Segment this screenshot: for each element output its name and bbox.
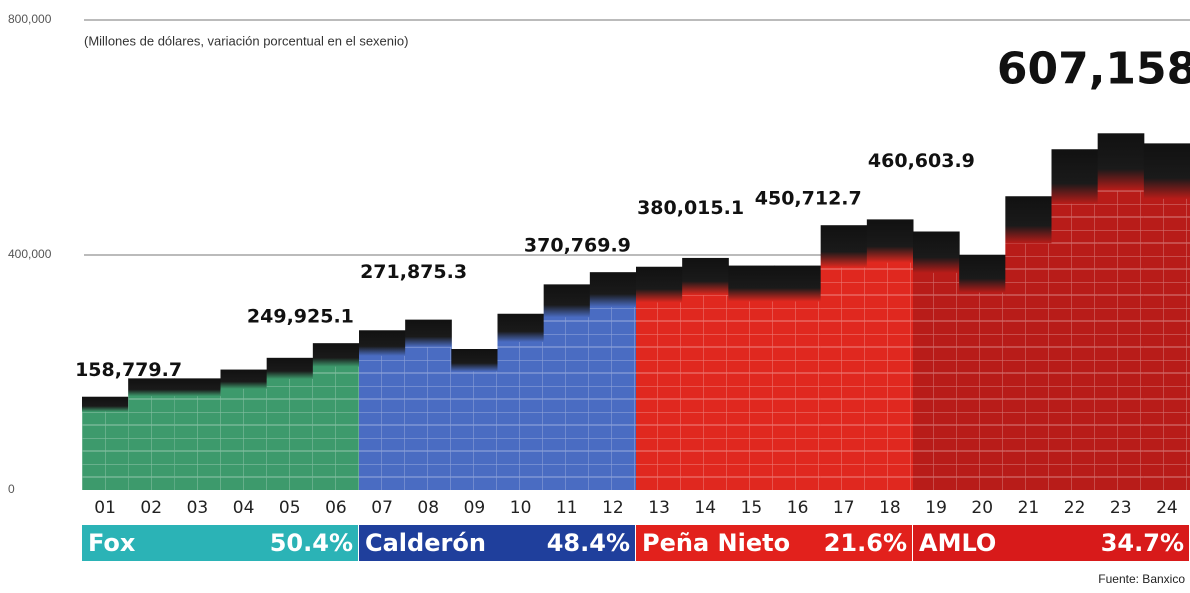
value-label: 271,875.3	[360, 261, 467, 283]
period-change: 48.4%	[547, 529, 630, 557]
value-label: 158,779.7	[75, 359, 182, 381]
x-tick-label: 23	[1110, 498, 1132, 518]
bar	[1005, 196, 1052, 490]
x-tick-label: 14	[694, 498, 716, 518]
bar	[866, 219, 914, 490]
x-tick-label: 06	[325, 498, 347, 518]
x-tick-label: 02	[140, 498, 162, 518]
value-label: 450,712.7	[755, 188, 862, 210]
bar	[220, 369, 268, 490]
bar	[359, 330, 406, 490]
x-tick-label: 03	[187, 498, 209, 518]
value-label: 380,015.1	[637, 197, 744, 219]
bar	[451, 349, 498, 490]
period-change: 34.7%	[1101, 529, 1184, 557]
bar	[774, 265, 822, 490]
bar	[128, 378, 175, 490]
x-tick-label: 10	[510, 498, 532, 518]
x-tick-label: 07	[371, 498, 393, 518]
period-change: 50.4%	[270, 529, 353, 557]
bar	[174, 378, 221, 490]
bar	[543, 284, 591, 490]
x-tick-label: 05	[279, 498, 301, 518]
x-tick-label: 19	[925, 498, 947, 518]
value-label: 249,925.1	[247, 306, 354, 328]
bar	[728, 265, 775, 490]
bar	[682, 257, 729, 490]
period-name: Fox	[88, 529, 136, 557]
x-tick-label: 24	[1156, 498, 1178, 518]
period-band	[359, 525, 635, 561]
x-tick-label: 13	[648, 498, 670, 518]
bar	[82, 396, 129, 490]
x-tick-label: 15	[741, 498, 763, 518]
bar	[1051, 149, 1099, 490]
chart-subtitle: (Millones de dólares, variación porcentu…	[84, 33, 408, 48]
period-band	[913, 525, 1189, 561]
value-label: 370,769.9	[524, 235, 631, 257]
bar	[959, 255, 1006, 490]
bar	[636, 266, 683, 490]
bar	[1143, 143, 1190, 490]
period-band	[636, 525, 912, 561]
x-tick-label: 04	[233, 498, 255, 518]
value-label: 607,158.3	[997, 43, 1190, 94]
bar	[405, 319, 452, 490]
x-tick-label: 01	[94, 498, 116, 518]
y-tick-label: 0	[8, 482, 15, 496]
x-tick-label: 08	[417, 498, 439, 518]
period-name: AMLO	[919, 529, 996, 557]
bar	[266, 357, 314, 490]
x-tick-label: 22	[1064, 498, 1086, 518]
x-tick-label: 17	[833, 498, 855, 518]
x-tick-label: 20	[971, 498, 993, 518]
y-tick-label: 400,000	[8, 247, 52, 261]
x-tick-label: 16	[787, 498, 809, 518]
bar	[913, 231, 960, 490]
period-change: 21.6%	[824, 529, 907, 557]
x-tick-label: 12	[602, 498, 624, 518]
bar	[312, 343, 360, 490]
y-tick-label: 800,000	[8, 12, 52, 26]
bar	[589, 272, 637, 490]
x-tick-label: 09	[464, 498, 486, 518]
period-name: Peña Nieto	[642, 529, 790, 557]
x-tick-label: 11	[556, 498, 578, 518]
period-name: Calderón	[365, 529, 486, 557]
source: Fuente: Banxico	[1098, 572, 1185, 586]
period-band	[82, 525, 358, 561]
bar	[820, 225, 868, 490]
bar	[497, 313, 545, 490]
bar	[1097, 133, 1145, 490]
value-label: 460,603.9	[868, 150, 975, 172]
x-tick-label: 21	[1018, 498, 1040, 518]
x-tick-label: 18	[879, 498, 901, 518]
